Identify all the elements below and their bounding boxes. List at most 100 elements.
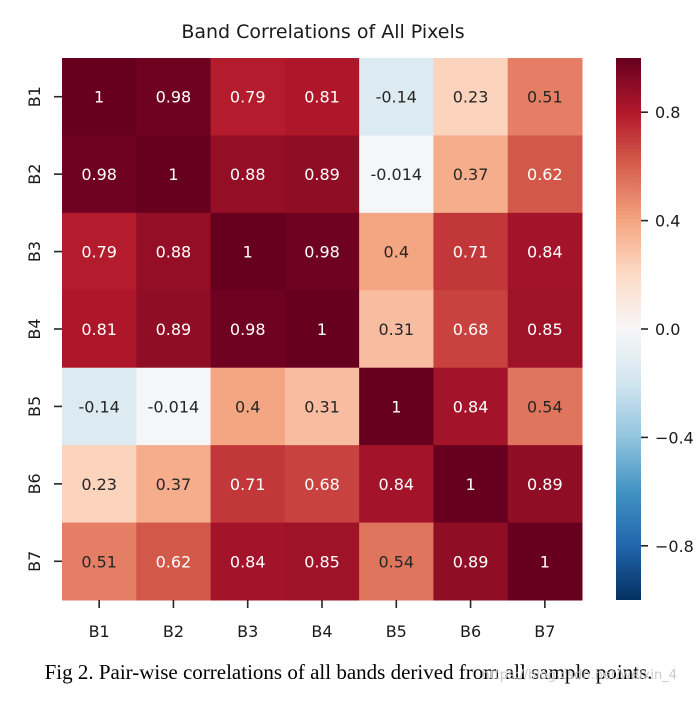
cell-label-B5-B6: 0.84 bbox=[453, 397, 489, 416]
cell-label-B1-B2: 0.98 bbox=[156, 88, 192, 107]
cell-label-B4-B1: 0.81 bbox=[81, 320, 117, 339]
cell-B2-B4 bbox=[284, 135, 360, 214]
cell-B6-B3 bbox=[210, 445, 286, 524]
cell-label-B7-B5: 0.54 bbox=[378, 552, 414, 571]
cell-label-B6-B1: 0.23 bbox=[81, 475, 117, 494]
cell-label-B2-B4: 0.89 bbox=[304, 165, 340, 184]
colorbar-tick-label-1: 0.4 bbox=[655, 212, 680, 231]
chart-title: Band Correlations of All Pixels bbox=[181, 21, 464, 43]
cell-label-B1-B7: 0.51 bbox=[527, 88, 563, 107]
cell-B5-B7 bbox=[507, 367, 583, 446]
cell-B1-B3 bbox=[210, 58, 286, 136]
cell-B6-B1 bbox=[62, 445, 137, 524]
cell-label-B2-B1: 0.98 bbox=[81, 165, 117, 184]
y-tick-label-B3: B3 bbox=[25, 241, 44, 262]
cell-B4-B2 bbox=[136, 290, 212, 369]
cell-B4-B4 bbox=[284, 290, 360, 369]
cell-label-B6-B2: 0.37 bbox=[156, 475, 192, 494]
cell-B7-B7 bbox=[507, 522, 583, 601]
cell-label-B4-B5: 0.31 bbox=[378, 320, 414, 339]
cell-B3-B1 bbox=[62, 212, 137, 291]
y-tick-label-B2: B2 bbox=[25, 164, 44, 185]
x-tick-label-B6: B6 bbox=[460, 622, 481, 641]
cell-B7-B3 bbox=[210, 522, 286, 601]
cell-label-B1-B3: 0.79 bbox=[230, 88, 266, 107]
cell-label-B7-B2: 0.62 bbox=[156, 552, 192, 571]
cell-B4-B6 bbox=[433, 290, 509, 369]
cell-label-B6-B7: 0.89 bbox=[527, 475, 563, 494]
cell-B3-B5 bbox=[359, 212, 434, 291]
cell-B5-B6 bbox=[433, 367, 509, 446]
heatmap-figure: Band Correlations of All Pixels 1 0.98 0.7… bbox=[25, 21, 694, 641]
cell-B1-B1 bbox=[62, 58, 137, 136]
cell-label-B3-B6: 0.71 bbox=[453, 243, 489, 262]
cell-B6-B6 bbox=[433, 445, 509, 524]
cell-B2-B2 bbox=[136, 135, 212, 214]
cell-label-B4-B3: 0.98 bbox=[230, 320, 266, 339]
cell-B5-B4 bbox=[284, 367, 360, 446]
y-tick-label-B6: B6 bbox=[25, 473, 44, 494]
x-axis-ticks: B1 B2 B3 B4 B5 B6 B7 bbox=[89, 600, 555, 641]
cell-label-B1-B4: 0.81 bbox=[304, 88, 340, 107]
cell-B6-B2 bbox=[136, 445, 212, 524]
cell-label-B4-B2: 0.89 bbox=[156, 320, 192, 339]
cell-label-B5-B3: 0.4 bbox=[235, 397, 260, 416]
x-tick-label-B1: B1 bbox=[89, 622, 110, 641]
x-tick-label-B3: B3 bbox=[237, 622, 258, 641]
y-tick-label-B5: B5 bbox=[25, 396, 44, 417]
x-tick-label-B5: B5 bbox=[386, 622, 407, 641]
cell-B2-B6 bbox=[433, 135, 509, 214]
colorbar-tick-label-0: 0.8 bbox=[655, 103, 680, 122]
cell-B2-B1 bbox=[62, 135, 137, 214]
cell-B1-B7 bbox=[507, 58, 583, 136]
cell-B3-B6 bbox=[433, 212, 509, 291]
cell-B4-B1 bbox=[62, 290, 137, 369]
cell-label-B3-B4: 0.98 bbox=[304, 243, 340, 262]
colorbar-tick-label-3: −0.4 bbox=[655, 428, 694, 447]
cell-label-B1-B5: -0.14 bbox=[376, 88, 417, 107]
cell-B7-B2 bbox=[136, 522, 212, 601]
cell-label-B7-B7: 1 bbox=[540, 552, 550, 571]
cell-label-B2-B3: 0.88 bbox=[230, 165, 266, 184]
cell-label-B5-B5: 1 bbox=[391, 397, 401, 416]
cell-B6-B5 bbox=[359, 445, 434, 524]
cell-label-B2-B5: -0.014 bbox=[370, 165, 422, 184]
cell-B1-B4 bbox=[284, 58, 360, 136]
cell-label-B3-B1: 0.79 bbox=[81, 243, 117, 262]
cell-B6-B7 bbox=[507, 445, 583, 524]
cell-B5-B5 bbox=[359, 367, 434, 446]
x-tick-label-B2: B2 bbox=[163, 622, 184, 641]
cell-label-B6-B3: 0.71 bbox=[230, 475, 266, 494]
cell-B5-B1 bbox=[62, 367, 137, 446]
cell-B1-B2 bbox=[136, 58, 212, 136]
cell-B2-B7 bbox=[507, 135, 583, 214]
cell-B7-B6 bbox=[433, 522, 509, 601]
cell-label-B3-B5: 0.4 bbox=[384, 243, 409, 262]
cell-B3-B7 bbox=[507, 212, 583, 291]
cell-B4-B7 bbox=[507, 290, 583, 369]
cell-label-B5-B1: -0.14 bbox=[78, 397, 119, 416]
cell-B3-B3 bbox=[210, 212, 286, 291]
cell-label-B4-B4: 1 bbox=[317, 320, 327, 339]
cell-B7-B5 bbox=[359, 522, 434, 601]
cell-B1-B6 bbox=[433, 58, 509, 136]
cell-label-B6-B5: 0.84 bbox=[378, 475, 414, 494]
cell-B7-B1 bbox=[62, 522, 137, 601]
cell-label-B5-B2: -0.014 bbox=[148, 397, 200, 416]
cell-label-B2-B2: 1 bbox=[168, 165, 178, 184]
cell-B5-B2 bbox=[136, 367, 212, 446]
cell-label-B3-B7: 0.84 bbox=[527, 243, 563, 262]
cell-label-B5-B4: 0.31 bbox=[304, 397, 340, 416]
cell-B4-B5 bbox=[359, 290, 434, 369]
cell-label-B6-B4: 0.68 bbox=[304, 475, 340, 494]
colorbar-tick-label-4: −0.8 bbox=[655, 537, 694, 556]
cell-B5-B3 bbox=[210, 367, 286, 446]
heatmap-cells: 1 0.98 0.79 0.81 -0.14 0.23 0.51 0.98 1 0.88 0.89 -… bbox=[62, 58, 583, 601]
cell-B7-B4 bbox=[284, 522, 360, 601]
cell-label-B4-B6: 0.68 bbox=[453, 320, 489, 339]
colorbar-ticks: 0.8 0.4 0.0 −0.4 −0.8 bbox=[641, 103, 694, 556]
cell-B2-B5 bbox=[359, 135, 434, 214]
cell-label-B5-B7: 0.54 bbox=[527, 397, 563, 416]
cell-label-B1-B6: 0.23 bbox=[453, 88, 489, 107]
cell-label-B1-B1: 1 bbox=[94, 88, 104, 107]
